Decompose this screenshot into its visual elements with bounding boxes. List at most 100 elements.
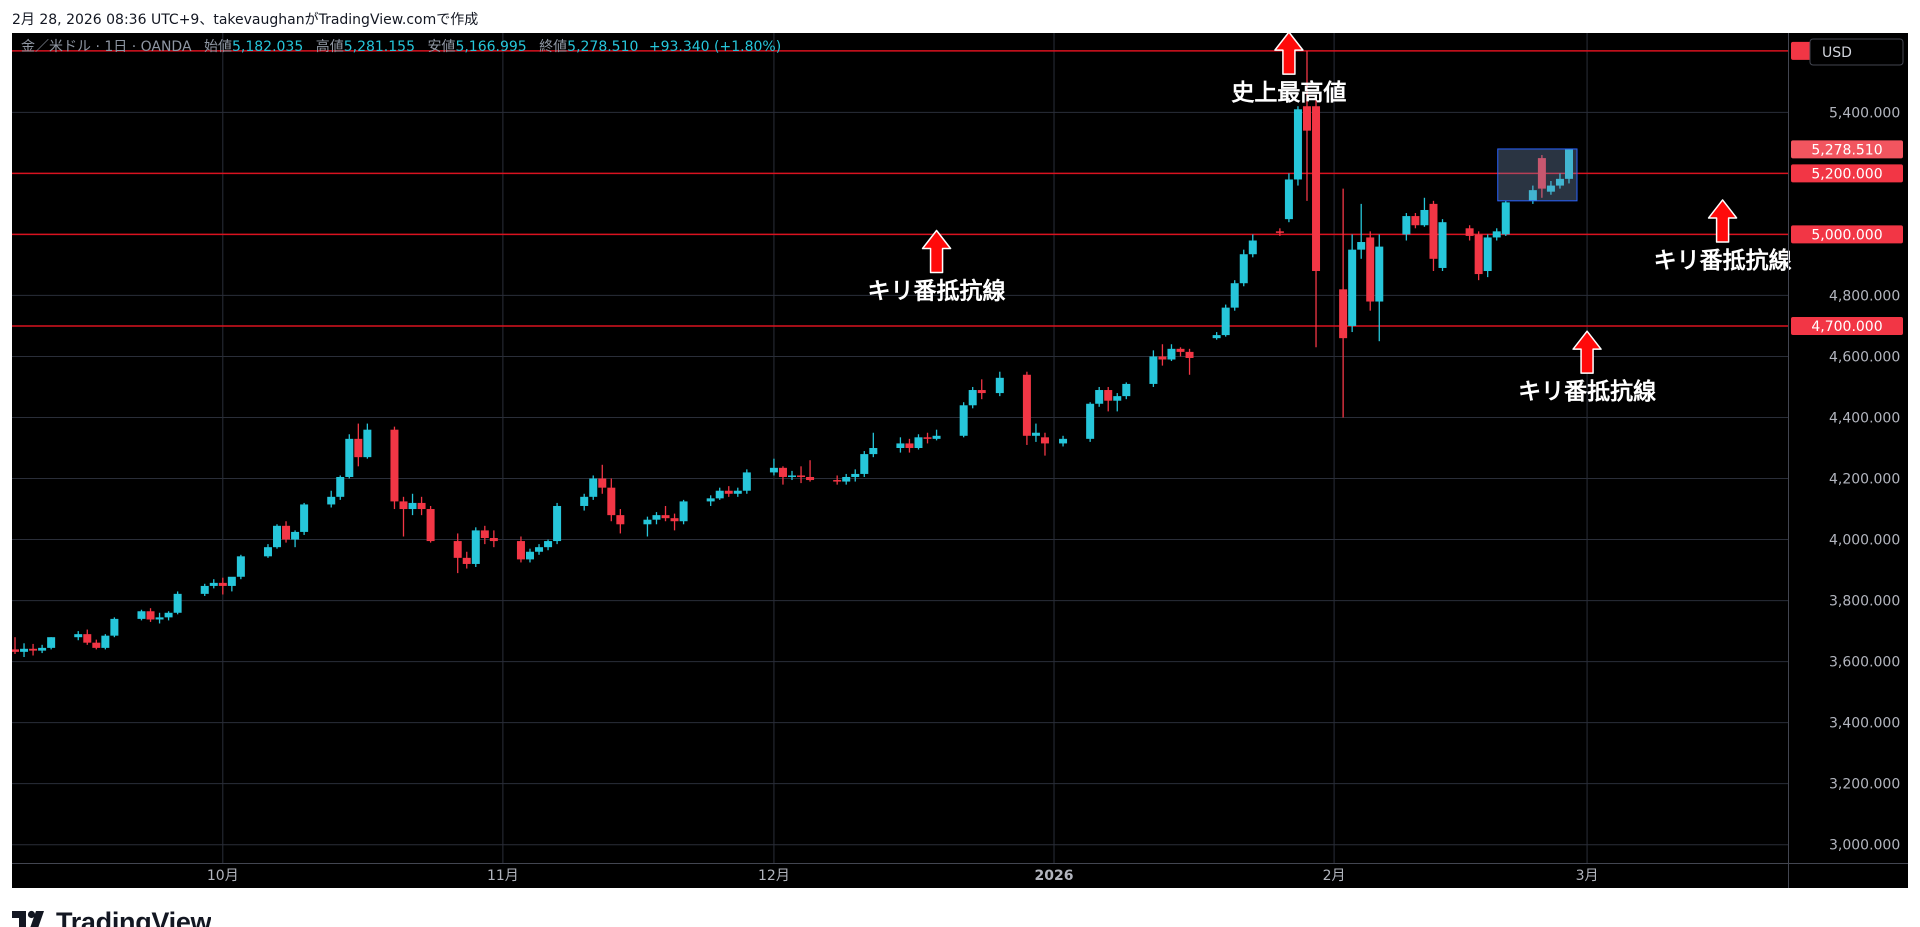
- candle-body: [155, 617, 164, 620]
- highlight-box-layer: [1497, 148, 1578, 202]
- annotation-label: キリ番抵抗線: [1518, 378, 1656, 405]
- candle-body: [273, 525, 282, 548]
- price-line-label-box: [1791, 164, 1903, 183]
- price-tick-label: 3,200.000: [1829, 777, 1900, 793]
- candle-body: [715, 490, 724, 499]
- candle-body: [806, 476, 815, 481]
- candle-body: [354, 438, 363, 458]
- chart-frame[interactable]: 史上最高値 キリ番抵抗線 キリ番抵抗線 キリ番抵抗線 3,000.000 3,200.0…: [12, 33, 1908, 888]
- candle-body: [842, 476, 851, 482]
- candle-body: [92, 642, 101, 648]
- candle-body: [1275, 231, 1284, 233]
- candle-body: [544, 541, 553, 548]
- candle-body: [778, 467, 787, 477]
- candle-body: [209, 582, 218, 586]
- legend-symbol: 金／米ドル · 1日 · OANDA: [21, 39, 192, 55]
- legend-low: 5,166.995: [455, 39, 526, 55]
- candle-body: [300, 504, 309, 532]
- time-tick-label: 11月: [487, 868, 519, 884]
- candle-body: [598, 478, 607, 488]
- header-caption: 2月 28, 2026 08:36 UTC+9、takevaughanがTrad…: [12, 12, 479, 28]
- candle-body: [580, 496, 589, 506]
- price-tick-label: 3,600.000: [1829, 655, 1900, 671]
- time-tick-label: 2026: [1035, 868, 1074, 884]
- annotation-label: 史上最高値: [1231, 79, 1346, 106]
- time-tick-label: 2月: [1323, 868, 1346, 884]
- candle-body: [535, 547, 544, 552]
- candle-body: [553, 505, 562, 542]
- candle-body: [1357, 242, 1366, 250]
- candle-body: [471, 530, 480, 564]
- candle-body: [1465, 228, 1474, 236]
- candle-body: [173, 593, 182, 613]
- candle-body: [1348, 249, 1357, 326]
- candle-body: [1167, 348, 1176, 360]
- candle-body: [399, 501, 408, 510]
- candle-body: [742, 472, 751, 491]
- candle-body: [408, 502, 417, 510]
- candle-body: [327, 496, 336, 505]
- candle-body: [1059, 438, 1068, 444]
- candle-body: [1158, 356, 1167, 360]
- legend-close-label: 終値: [539, 39, 567, 55]
- candle-body: [263, 547, 272, 557]
- legend-low-label: 安値: [427, 39, 455, 55]
- candle-body: [914, 437, 923, 448]
- up-arrow-icon: [921, 229, 952, 274]
- candle-body: [282, 525, 291, 540]
- candle-body: [1565, 149, 1573, 179]
- candle-body: [724, 490, 733, 494]
- candle-body: [29, 648, 38, 651]
- ohlc-legend: 金／米ドル · 1日 · OANDA 始値5,182.035 高値5,281.1…: [21, 38, 781, 55]
- time-tick-label: 10月: [207, 868, 239, 884]
- tradingview-wordmark: TradingView: [56, 907, 212, 927]
- candle-body: [417, 502, 426, 510]
- candles-layer: [12, 51, 1573, 658]
- candle-body: [516, 541, 525, 560]
- legend-high-label: 高値: [316, 38, 344, 55]
- candle-body: [851, 473, 860, 477]
- candle-body: [679, 501, 688, 522]
- candle-body: [607, 487, 616, 516]
- up-arrow-icon: [1572, 330, 1602, 374]
- candle-body: [1483, 237, 1492, 272]
- price-tick-label: 4,600.000: [1829, 349, 1900, 365]
- candle-body: [426, 509, 435, 542]
- candle-body: [1339, 289, 1348, 339]
- time-tick-label: 3月: [1576, 868, 1599, 884]
- price-line-label: 5,000.000: [1811, 227, 1882, 243]
- candle-body: [733, 490, 742, 494]
- candle-body: [146, 611, 155, 620]
- candle-body: [1375, 246, 1384, 302]
- annotation-label: キリ番抵抗線: [868, 277, 1006, 304]
- candle-body: [896, 443, 905, 448]
- candle-body: [1411, 216, 1420, 226]
- legend-open: 5,182.035: [232, 39, 303, 55]
- candle-body: [110, 618, 119, 636]
- candle-body: [1122, 383, 1131, 397]
- price-tick-label: 4,800.000: [1829, 288, 1900, 304]
- candle-body: [137, 611, 146, 619]
- candle-body: [1031, 432, 1040, 436]
- candle-body: [1474, 234, 1483, 275]
- candle-body: [462, 557, 471, 564]
- price-line-label-box: [1791, 225, 1903, 244]
- candle-body: [670, 518, 679, 522]
- candle-body: [977, 390, 986, 394]
- candle-body: [643, 519, 652, 525]
- candle-body: [236, 556, 245, 577]
- currency-button[interactable]: USD: [1809, 38, 1904, 66]
- candle-body: [932, 435, 941, 439]
- legend-change: +93.340 (+1.80%): [649, 39, 781, 55]
- candle-body: [525, 551, 534, 560]
- candle-body: [1040, 437, 1049, 444]
- tradingview-brand[interactable]: TradingView: [12, 907, 211, 927]
- price-tick-label: 5,400.000: [1829, 105, 1900, 121]
- candle-body: [336, 476, 345, 497]
- candle-body: [363, 429, 372, 458]
- highlight-box: [1497, 148, 1578, 202]
- candle-body: [869, 448, 878, 455]
- candle-body: [1113, 396, 1122, 401]
- candle-body: [12, 649, 19, 652]
